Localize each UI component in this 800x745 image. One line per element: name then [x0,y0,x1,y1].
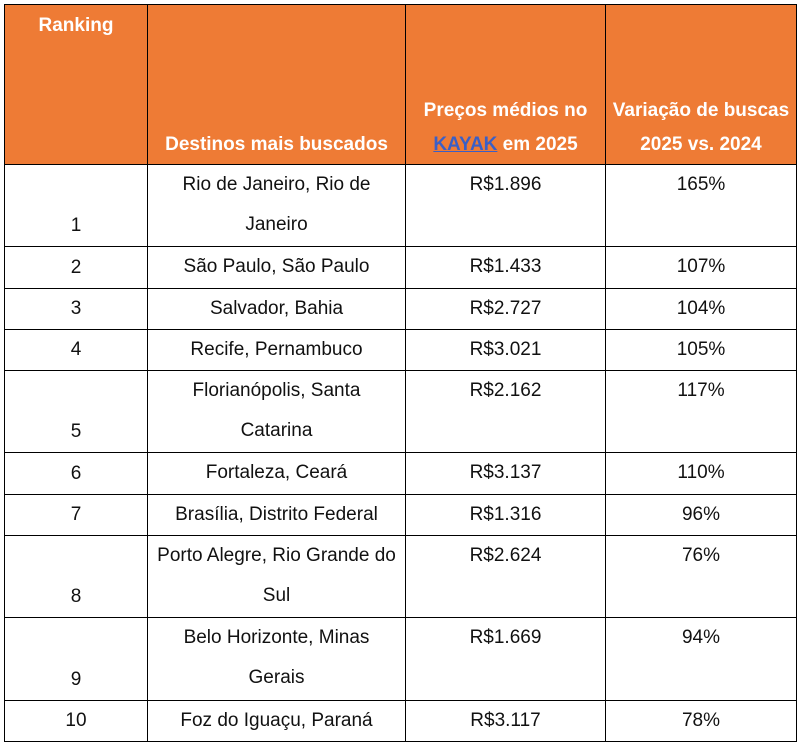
variacao-cell: 78% [605,699,797,743]
header-variacao: Variação de buscas 2025 vs. 2024 [605,4,797,165]
variacao-cell: 104% [605,287,797,330]
destino-cell: Foz do Iguaçu, Paraná [147,699,406,743]
table-row: 2 São Paulo, São Paulo R$1.433 107% [4,246,797,289]
destino-cell: São Paulo, São Paulo [147,246,406,289]
rank-cell: 9 [4,617,148,701]
table-row: 3 Salvador, Bahia R$2.727 104% [4,287,797,330]
table-row: 7 Brasília, Distrito Federal R$1.316 96% [4,493,797,536]
rank-cell: 10 [4,699,148,743]
header-precos: Preços médios no KAYAK em 2025 [405,4,606,165]
destino-cell: Recife, Pernambuco [147,328,406,372]
destino-cell: Belo Horizonte, Minas Gerais [147,617,406,701]
destino-cell: Fortaleza, Ceará [147,452,406,495]
preco-cell: R$3.021 [405,328,606,372]
table-row: 4 Recife, Pernambuco R$3.021 105% [4,328,797,372]
preco-cell: R$1.896 [405,163,606,248]
destino-cell: Florianópolis, Santa Catarina [147,370,406,454]
table-row: 6 Fortaleza, Ceará R$3.137 110% [4,452,797,495]
variacao-cell: 107% [605,246,797,289]
rank-cell: 6 [4,452,148,495]
rank-cell: 5 [4,370,148,454]
preco-cell: R$1.669 [405,617,606,701]
rank-cell: 1 [4,163,148,248]
variacao-cell: 94% [605,617,797,701]
table-row: 1 Rio de Janeiro, Rio de Janeiro R$1.896 16… [4,163,797,248]
destino-cell: Brasília, Distrito Federal [147,493,406,536]
variacao-cell: 105% [605,328,797,372]
table-row: 8 Porto Alegre, Rio Grande do Sul R$2.624 7… [4,534,797,619]
ranking-table: Ranking Destinos mais buscados Preços mé… [4,4,797,743]
table-row: 10 Foz do Iguaçu, Paraná R$3.117 78% [4,699,797,743]
preco-cell: R$3.117 [405,699,606,743]
header-ranking: Ranking [4,4,148,165]
rank-cell: 8 [4,534,148,619]
header-precos-label: Preços médios no [423,100,588,121]
preco-cell: R$1.433 [405,246,606,289]
preco-cell: R$2.162 [405,370,606,454]
preco-cell: R$2.624 [405,534,606,619]
table-row: 5 Florianópolis, Santa Catarina R$2.162 117… [4,370,797,454]
destino-cell: Salvador, Bahia [147,287,406,330]
variacao-cell: 110% [605,452,797,495]
variacao-cell: 76% [605,534,797,619]
rank-cell: 7 [4,493,148,536]
destino-cell: Porto Alegre, Rio Grande do Sul [147,534,406,619]
variacao-cell: 117% [605,370,797,454]
header-precos-suffix: em 2025 [497,134,578,155]
table-header-row: Ranking Destinos mais buscados Preços mé… [4,4,797,165]
preco-cell: R$3.137 [405,452,606,495]
table-row: 9 Belo Horizonte, Minas Gerais R$1.669 94% [4,617,797,701]
preco-cell: R$2.727 [405,287,606,330]
kayak-link[interactable]: KAYAK [433,134,498,155]
header-destinos: Destinos mais buscados [147,4,406,165]
rank-cell: 4 [4,328,148,372]
preco-cell: R$1.316 [405,493,606,536]
rank-cell: 2 [4,246,148,289]
variacao-cell: 165% [605,163,797,248]
rank-cell: 3 [4,287,148,330]
variacao-cell: 96% [605,493,797,536]
destino-cell: Rio de Janeiro, Rio de Janeiro [147,163,406,248]
